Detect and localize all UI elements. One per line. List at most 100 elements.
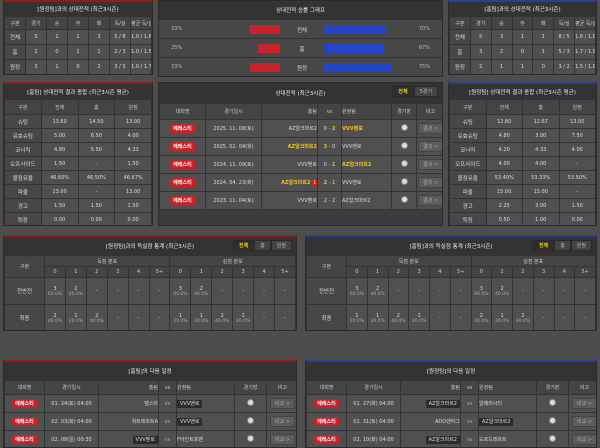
stadium-icon[interactable] [247, 417, 254, 424]
stadium-icon[interactable] [400, 142, 408, 149]
away-team[interactable]: VVV벤로 [342, 126, 363, 132]
table-cell: 3 [25, 59, 47, 74]
count: 1 [376, 312, 380, 319]
stadium-icon[interactable] [247, 435, 254, 442]
result-button[interactable]: 결과 > [418, 177, 442, 188]
stadium-icon[interactable] [247, 399, 254, 406]
league-badge[interactable]: 에레스티 [12, 417, 37, 426]
result-button[interactable]: 결과 > [418, 141, 442, 152]
stadium-icon[interactable] [549, 417, 556, 424]
compare-button[interactable]: 비교 > [572, 398, 596, 409]
home-team[interactable]: VVV벤로 [297, 198, 317, 204]
away-team[interactable]: AZ알크마르2 [479, 418, 514, 426]
league-badge[interactable]: 에레스티 [170, 124, 195, 133]
home-team[interactable]: 위트레흐트A [131, 419, 158, 425]
tab-2[interactable]: 원정 [570, 240, 592, 251]
table-cell: 4.20 [485, 142, 523, 157]
away-team[interactable]: 알메러시티 [479, 401, 503, 407]
column-header: 경기일시 [205, 103, 262, 120]
home-score: 0 [323, 161, 327, 168]
percent: 20.0% [194, 318, 209, 324]
away-team[interactable]: AZ알크마르2 [342, 162, 372, 168]
stadium-icon[interactable] [400, 196, 408, 203]
tab-1[interactable]: 홈 [254, 240, 271, 251]
tab-0[interactable]: 전체 [532, 240, 555, 251]
away-team[interactable]: VVV벤로 [177, 400, 203, 408]
percent: 40.0% [68, 291, 83, 297]
league-badge[interactable]: 에레스티 [314, 399, 339, 408]
stadium-icon[interactable] [400, 160, 408, 167]
compare-button[interactable]: 비교 > [270, 416, 295, 427]
table-cell: 1 [67, 29, 89, 45]
league-badge[interactable]: 에레스티 [170, 160, 195, 169]
league-badge[interactable]: 에레스티 [170, 142, 195, 151]
bucket-header: 2 [512, 266, 534, 278]
table-row: 원정 2 1 1 0 3 / 2 1.5 / 1.0 [449, 59, 596, 74]
result-button[interactable]: 결과 > [418, 123, 442, 134]
home-team[interactable]: 텔스타 [144, 401, 158, 407]
stadium-icon[interactable] [400, 178, 408, 185]
panel-title: [원정팀]과의 상대전적 (최근3시즌) [37, 7, 119, 13]
count: 1 [199, 312, 203, 319]
match-date: 2025. 02. 04(화) [213, 144, 254, 150]
league-badge[interactable]: 에레스티 [170, 178, 195, 187]
conceded-cell: - [232, 277, 255, 305]
home-team[interactable]: VVV벤로 [297, 162, 317, 168]
league-badge[interactable]: 에레스티 [314, 417, 339, 426]
match-row: 에레스티 2024. 11. 09(토) VVV벤로 0 - 1 AZ알크마르2… [159, 155, 442, 174]
away-team[interactable]: VVV벤로 [342, 180, 362, 186]
away-team[interactable]: AZ알크마르2 [342, 198, 371, 204]
home-team[interactable]: AZ알크마르2 [425, 436, 460, 444]
column-header: 승 [46, 16, 68, 30]
stadium-icon[interactable] [549, 399, 556, 406]
compare-button[interactable]: 비교 > [270, 434, 295, 445]
column-header: 비고 [568, 380, 596, 395]
compare-button[interactable]: 비교 > [270, 398, 295, 409]
table-cell: 슈팅 [449, 114, 487, 129]
table-cell: 1.00 [522, 212, 560, 225]
bucket-header: 4 [127, 266, 150, 278]
away-team[interactable]: VVV벤로 [342, 144, 362, 150]
table-row: 전반전 3 60.0% 2 40.0% - - - -3 60.0% 2 40.0% - - - - [306, 277, 596, 305]
result-button[interactable]: 결과 > [418, 159, 442, 170]
home-team[interactable]: AZ알크마르2 [287, 144, 317, 150]
stadium-icon[interactable] [549, 435, 556, 442]
table-cell: 코너킥 [449, 142, 487, 157]
result-button[interactable]: 결과 > [418, 195, 442, 206]
tab-0[interactable]: 전체 [232, 240, 255, 251]
tab-2[interactable]: 원정 [270, 240, 292, 251]
count: 3 [53, 285, 57, 292]
stadium-icon[interactable] [400, 124, 408, 131]
goals-table: 구분 득점 분포 실점 분포 0 1 2 3 4 5+ 0 1 2 3 4 5+ 전반전 3 60.0% 2 40.0… [306, 255, 596, 330]
row-label: 전체 [296, 28, 308, 34]
table-cell: 14.50 [77, 114, 116, 129]
home-team[interactable]: VVV벤로 [132, 436, 158, 444]
column-header: 구분 [306, 255, 347, 278]
league-badge[interactable]: 에레스티 [314, 435, 339, 444]
tab-1[interactable]: 5경기 [413, 86, 438, 97]
league-badge[interactable]: 에레스티 [12, 435, 37, 444]
compare-button[interactable]: 비교 > [572, 434, 596, 445]
percent: 20.0% [68, 318, 83, 324]
home-team[interactable]: AZ알크마르2 [281, 180, 311, 186]
home-team[interactable]: AZ알크마르2 [288, 126, 317, 132]
table-cell: 4.00 [114, 128, 152, 143]
league-badge[interactable]: 에레스티 [12, 399, 37, 408]
tab-0[interactable]: 전체 [392, 86, 414, 97]
scored-cell: 1 20.0% [346, 304, 368, 330]
home-team[interactable]: ADO덴하그 [434, 419, 460, 425]
column-header: vs [317, 103, 342, 120]
table-cell: 1 [532, 44, 555, 60]
league-badge[interactable]: 에레스티 [170, 196, 195, 205]
conceded-cell: 3 60.0% [169, 277, 192, 305]
away-team[interactable]: F아인트호벤 [177, 437, 203, 443]
table-cell: 4.00 [485, 156, 523, 171]
away-team[interactable]: 도르드레흐트 [479, 437, 507, 443]
away-team[interactable]: VVV벤로 [177, 418, 203, 426]
home-team[interactable]: AZ알크마르2 [425, 400, 460, 408]
table-cell: 53.50% [558, 170, 596, 185]
table-cell: 1 [46, 59, 68, 74]
tab-1[interactable]: 홈 [554, 240, 571, 251]
compare-button[interactable]: 비교 > [572, 416, 596, 427]
